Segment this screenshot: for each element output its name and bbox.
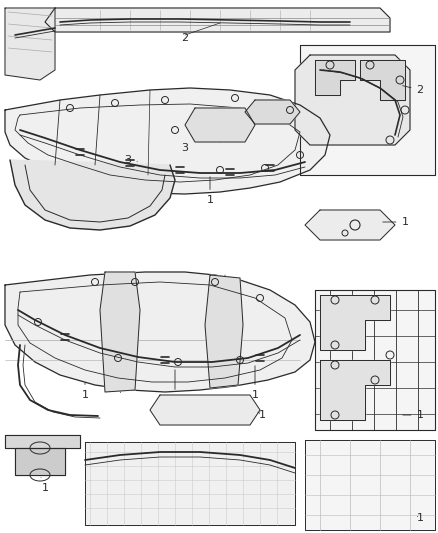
Polygon shape — [100, 272, 140, 392]
Polygon shape — [5, 88, 330, 194]
Text: 3: 3 — [181, 137, 196, 153]
Polygon shape — [5, 272, 315, 392]
Text: 1: 1 — [403, 410, 424, 420]
Polygon shape — [15, 448, 65, 475]
Polygon shape — [10, 160, 175, 230]
Text: 1: 1 — [417, 513, 424, 523]
Polygon shape — [245, 100, 300, 124]
Polygon shape — [185, 108, 255, 142]
Polygon shape — [5, 8, 55, 80]
Text: 1: 1 — [251, 366, 258, 400]
Polygon shape — [360, 60, 405, 100]
Text: 1: 1 — [41, 478, 49, 493]
Text: 2: 2 — [403, 85, 424, 95]
Polygon shape — [305, 210, 395, 240]
Polygon shape — [305, 440, 435, 530]
Text: 1: 1 — [383, 217, 409, 227]
Text: 1: 1 — [172, 370, 179, 405]
Polygon shape — [150, 395, 260, 425]
Polygon shape — [300, 45, 435, 175]
Text: 2: 2 — [260, 103, 274, 113]
Polygon shape — [85, 442, 295, 525]
Polygon shape — [320, 295, 390, 350]
Polygon shape — [45, 8, 390, 32]
Polygon shape — [315, 290, 435, 430]
Text: 1: 1 — [258, 410, 265, 420]
Polygon shape — [315, 60, 355, 95]
Text: 1: 1 — [81, 383, 88, 400]
Text: 3: 3 — [124, 155, 137, 165]
Text: 2: 2 — [181, 33, 189, 43]
Polygon shape — [205, 275, 243, 388]
Polygon shape — [320, 360, 390, 420]
Text: 1: 1 — [206, 177, 213, 205]
Polygon shape — [5, 435, 80, 448]
Polygon shape — [295, 55, 410, 145]
